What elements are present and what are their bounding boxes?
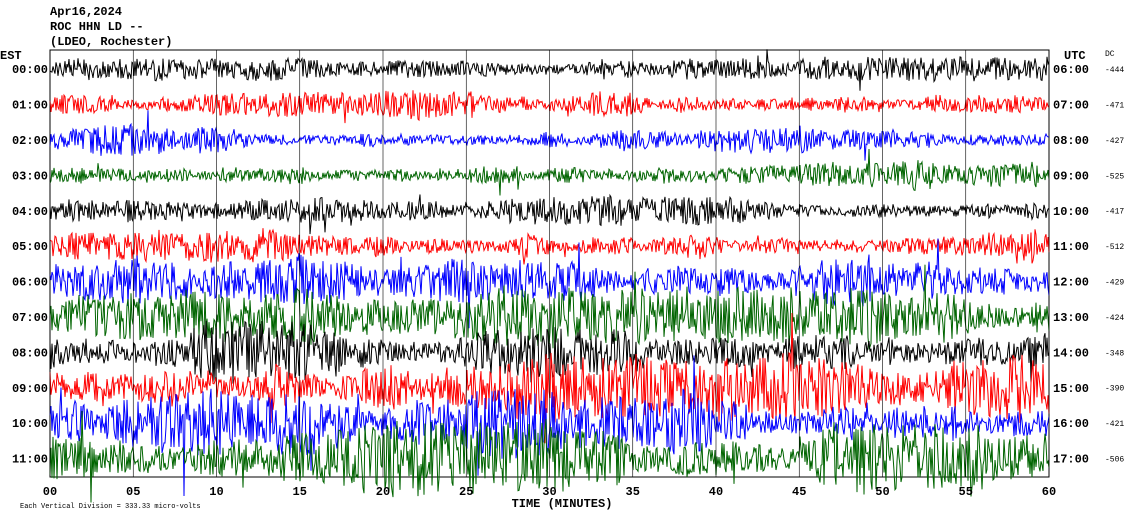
left-time-label: 03:00 xyxy=(12,169,48,183)
right-axis-label: UTC xyxy=(1064,49,1086,63)
right-time-label: 06:00 xyxy=(1053,63,1089,77)
dc-value: -429 xyxy=(1105,279,1124,288)
dc-label: DC xyxy=(1105,50,1115,59)
x-tick-label: 10 xyxy=(209,485,223,499)
x-tick-label: 15 xyxy=(293,485,307,499)
left-time-label: 02:00 xyxy=(12,134,48,148)
title: Apr16,2024 xyxy=(50,5,122,19)
dc-value: -390 xyxy=(1105,385,1124,394)
right-time-label: 13:00 xyxy=(1053,311,1089,325)
left-time-label: 05:00 xyxy=(12,240,48,254)
x-tick-label: 05 xyxy=(126,485,140,499)
right-time-label: 17:00 xyxy=(1053,453,1089,467)
right-time-label: 08:00 xyxy=(1053,134,1089,148)
left-time-label: 08:00 xyxy=(12,346,48,360)
caption: (LDEO, Rochester) xyxy=(50,35,172,49)
left-time-label: 04:00 xyxy=(12,205,48,219)
right-time-label: 16:00 xyxy=(1053,417,1089,431)
dc-value: -348 xyxy=(1105,349,1124,358)
left-time-label: 00:00 xyxy=(12,63,48,77)
dc-value: -424 xyxy=(1105,314,1124,323)
left-time-label: 11:00 xyxy=(12,453,48,467)
x-tick-label: 50 xyxy=(875,485,889,499)
x-tick-label: 25 xyxy=(459,485,473,499)
right-time-label: 07:00 xyxy=(1053,99,1089,113)
dc-value: -512 xyxy=(1105,243,1124,252)
subtitle: ROC HHN LD -- xyxy=(50,20,144,34)
x-tick-label: 60 xyxy=(1042,485,1056,499)
left-time-label: 01:00 xyxy=(12,99,48,113)
right-time-label: 10:00 xyxy=(1053,205,1089,219)
x-tick-label: 30 xyxy=(542,485,556,499)
dc-value: -444 xyxy=(1105,66,1124,75)
right-time-label: 12:00 xyxy=(1053,276,1089,290)
dc-value: -525 xyxy=(1105,172,1124,181)
x-axis-label: TIME (MINUTES) xyxy=(512,497,613,511)
right-time-label: 15:00 xyxy=(1053,382,1089,396)
right-time-label: 11:00 xyxy=(1053,240,1089,254)
left-time-label: 10:00 xyxy=(12,417,48,431)
x-tick-label: 40 xyxy=(709,485,723,499)
x-tick-label: 35 xyxy=(626,485,640,499)
right-time-label: 14:00 xyxy=(1053,346,1089,360)
left-time-label: 09:00 xyxy=(12,382,48,396)
x-tick-label: 55 xyxy=(959,485,973,499)
left-axis-label: EST xyxy=(0,49,22,63)
dc-value: -471 xyxy=(1105,102,1124,111)
x-tick-label: 45 xyxy=(792,485,806,499)
right-time-label: 09:00 xyxy=(1053,169,1089,183)
footnote: Each Vertical Division = 333.33 micro-vo… xyxy=(20,503,201,511)
x-tick-label: 20 xyxy=(376,485,390,499)
dc-value: -421 xyxy=(1105,420,1124,429)
left-time-label: 06:00 xyxy=(12,276,48,290)
x-tick-label: 00 xyxy=(43,485,57,499)
dc-value: -427 xyxy=(1105,137,1124,146)
dc-value: -417 xyxy=(1105,208,1124,217)
dc-value: -506 xyxy=(1105,456,1124,465)
left-time-label: 07:00 xyxy=(12,311,48,325)
